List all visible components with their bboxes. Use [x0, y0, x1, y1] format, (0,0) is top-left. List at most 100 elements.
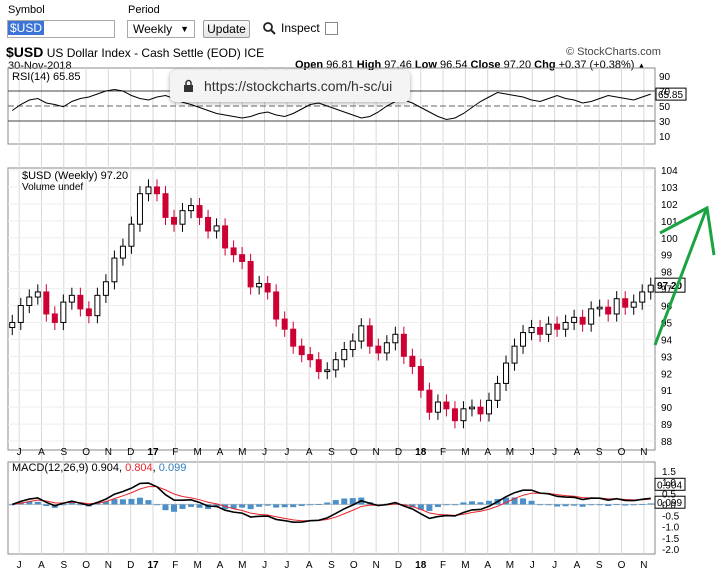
x-tick-label: S — [328, 447, 335, 458]
copyright: © StockCharts.com — [566, 46, 661, 58]
x-tick-label: J — [284, 447, 289, 458]
macd-line — [11, 482, 651, 523]
macd-hist-bar — [562, 504, 569, 507]
macd-tick-label: 1.0 — [662, 478, 676, 489]
symbol-label: Symbol — [8, 4, 45, 16]
macd-hist-bar — [9, 504, 16, 506]
search-icon — [263, 22, 276, 35]
price-tick-label: 89 — [661, 420, 673, 431]
symbol-value: $USD — [8, 21, 45, 35]
x-tick-label-bottom: A — [484, 560, 491, 571]
rsi-tick-label: 10 — [659, 132, 671, 143]
x-tick-label-bottom: 18 — [415, 560, 427, 571]
candle-body — [596, 306, 603, 310]
macd-hist-bar — [273, 504, 280, 508]
macd-hist-bar — [239, 504, 246, 508]
x-tick-label-bottom: S — [60, 560, 67, 571]
price-label: $USD (Weekly) 97.20 — [22, 170, 128, 182]
update-button[interactable]: Update — [203, 20, 250, 38]
period-select[interactable]: Weekly ▼ — [127, 20, 195, 38]
macd-tick-label: 0.5 — [662, 489, 676, 500]
x-tick-label: M — [506, 447, 514, 458]
candle-body — [324, 369, 331, 373]
candle-body — [341, 349, 348, 361]
price-tick-label: 100 — [661, 234, 678, 245]
candle-body — [43, 291, 50, 315]
x-tick-label: A — [484, 447, 491, 458]
macd-hist-bar — [596, 504, 603, 506]
title-desc: US Dollar Index - Cash Settle (EOD) — [46, 46, 241, 60]
macd-hist-bar — [256, 504, 263, 507]
price-tick-label: 101 — [661, 217, 678, 228]
x-tick-label-bottom: O — [350, 560, 358, 571]
macd-hist-bar — [34, 501, 41, 505]
macd-hist-bar — [426, 504, 433, 511]
macd-hist-bar — [545, 504, 552, 506]
x-tick-label-bottom: F — [440, 560, 446, 571]
rsi-tick-label: 70 — [659, 87, 671, 98]
price-tick-label: 103 — [661, 183, 678, 194]
macd-hist-last-value: 0.099 — [657, 498, 682, 509]
macd-hist-bar — [468, 501, 475, 505]
symbol-input[interactable]: $USD — [7, 20, 115, 38]
volume-label: Volume undef — [22, 182, 83, 193]
candle-body — [239, 254, 246, 262]
x-tick-label-bottom: J — [530, 560, 535, 571]
macd-hist-bar — [26, 501, 33, 505]
macd-hist-bar — [520, 498, 527, 505]
candle-body — [230, 247, 237, 256]
candle-body — [273, 291, 280, 320]
rsi-tick-label: 90 — [659, 72, 671, 83]
price-last-value: 97.20 — [657, 281, 682, 292]
url-text: https://stockcharts.com/h-sc/ui — [204, 78, 393, 94]
candle-body — [520, 332, 527, 347]
candle-body — [17, 305, 24, 323]
candle-body — [383, 342, 390, 354]
price-tick-label: 104 — [661, 166, 678, 177]
candle-body — [511, 345, 518, 364]
macd-hist-bar — [68, 503, 75, 505]
x-tick-label: D — [127, 447, 134, 458]
candle-body — [366, 325, 373, 347]
macd-hist-bar — [409, 504, 416, 508]
price-tick-label: 97 — [661, 285, 673, 296]
candle-body — [392, 333, 399, 344]
chart-title: $USD US Dollar Index - Cash Settle (EOD)… — [6, 44, 264, 60]
macd-hist-last-box — [654, 495, 686, 509]
macd-tick-label: 1.5 — [662, 467, 676, 478]
macd-tick-label: 0.0 — [662, 500, 676, 511]
candle-body — [60, 301, 67, 323]
macd-hist-bar — [247, 504, 254, 510]
candle-body — [588, 308, 595, 325]
rsi-label: RSI(14) 65.85 — [12, 71, 81, 83]
price-tick-label: 94 — [661, 335, 673, 346]
candle-body — [417, 365, 424, 391]
x-tick-label-bottom: N — [105, 560, 112, 571]
macd-hist-bar — [179, 504, 186, 509]
x-tick-label: F — [172, 447, 178, 458]
x-tick-label: A — [38, 447, 45, 458]
title-symbol: $USD — [6, 44, 44, 60]
x-tick-label-bottom: N — [640, 560, 647, 571]
candle-body — [468, 406, 475, 410]
macd-hist-bar — [94, 503, 101, 505]
inspect-checkbox[interactable] — [325, 22, 338, 35]
candle-body — [571, 316, 578, 323]
up-triangle-icon: ▲ — [637, 61, 646, 70]
candle-body — [349, 340, 356, 351]
x-tick-label-bottom: A — [217, 560, 224, 571]
candle-body — [630, 301, 637, 308]
candle-body — [222, 225, 229, 249]
macd-hist-bar — [588, 504, 595, 506]
candle-body — [179, 210, 186, 225]
candle-body — [503, 362, 510, 384]
macd-hist-bar — [230, 504, 237, 509]
macd-hist-bar — [332, 500, 339, 505]
x-tick-label: S — [596, 447, 603, 458]
candle-body — [171, 216, 178, 225]
macd-hist-bar — [290, 504, 297, 508]
price-tick-label: 96 — [661, 302, 673, 313]
x-tick-label-bottom: S — [328, 560, 335, 571]
x-tick-label-bottom: N — [373, 560, 380, 571]
